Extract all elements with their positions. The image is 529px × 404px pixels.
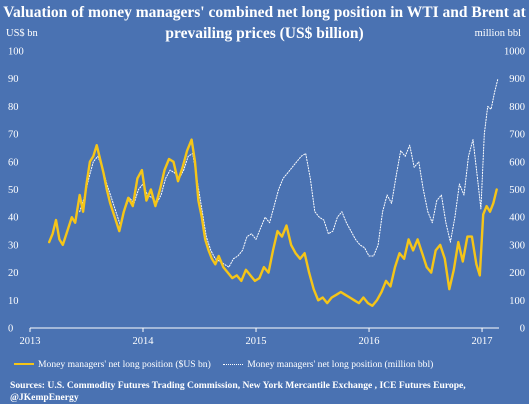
x-tick-label: 2013 [20,336,41,347]
y-left-tick-label: 100 [8,47,24,58]
y-right-tick-label: 300 [509,240,525,251]
y-right-tick-label: 1000 [504,47,525,58]
legend-swatch-usd [14,363,34,365]
chart-legend: Money managers' net long position ($US b… [14,357,529,370]
y-right-tick-label: 400 [509,213,525,224]
y-left-tick-label: 20 [8,268,19,279]
series-line-usd-bn [48,138,498,307]
y-left-tick-label: 40 [8,213,19,224]
y-right-tick-label: 900 [509,74,525,85]
x-tick-label: 2014 [133,336,155,347]
y-right-tick-label: 0 [520,324,525,335]
legend-item-bbl: Money managers' net long position (milli… [223,359,433,370]
y-right-tick-label: 800 [509,102,525,113]
legend-label-bbl: Money managers' net long position (milli… [247,359,434,370]
y-left-tick-label: 50 [8,185,19,196]
chart-title: Valuation of money managers' combined ne… [3,4,526,42]
y-left-tick-label: 0 [8,324,13,335]
y-right-tick-label: 700 [509,130,525,141]
legend-label-usd: Money managers' net long position ($US b… [38,358,211,370]
y-left-tick-label: 90 [8,74,19,85]
series-line-million-bbl [79,78,499,268]
left-axis-unit: US$ bn [6,28,38,39]
y-right-tick-label: 500 [509,185,525,196]
x-tick-label: 2016 [359,336,380,347]
y-left-tick-label: 80 [8,102,19,113]
legend-item-usd: Money managers' net long position ($US b… [14,359,211,370]
x-tick-label: 2015 [246,336,267,347]
y-left-tick-label: 60 [8,157,19,168]
right-axis-unit: million bbl [474,28,521,39]
legend-swatch-bbl [223,364,244,365]
sources-note: Sources: U.S. Commodity Futures Trading … [10,380,466,403]
y-right-tick-label: 600 [509,157,525,168]
y-right-tick-label: 100 [509,296,525,307]
y-left-tick-label: 70 [8,130,19,141]
y-left-tick-label: 30 [8,240,19,251]
x-tick-label: 2017 [472,336,493,347]
y-right-tick-label: 200 [509,268,525,279]
y-left-tick-label: 10 [8,296,19,307]
